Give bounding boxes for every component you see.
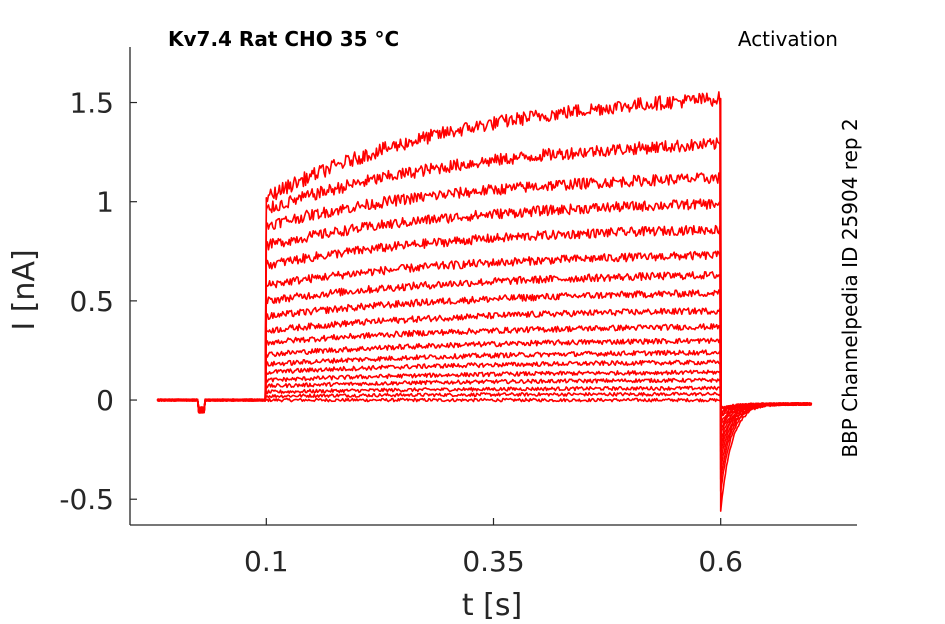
protocol-label: Activation (738, 27, 838, 51)
label-group: Kv7.4 Rat CHO 35 °C Activation BBP Chann… (7, 27, 862, 623)
y-tick-label: 0.5 (69, 285, 114, 318)
current-trace-18 (156, 91, 813, 512)
source-label: BBP Channelpedia ID 25904 rep 2 (838, 118, 862, 457)
current-trace-13 (157, 250, 812, 453)
x-tick-label: 0.6 (698, 545, 743, 578)
y-tick-label: 0 (96, 384, 114, 417)
trace-group (156, 91, 813, 512)
x-tick-label: 0.35 (462, 545, 524, 578)
current-trace-4 (156, 377, 812, 415)
x-tick-label: 0.1 (244, 545, 289, 578)
y-tick-label: 1 (96, 186, 114, 219)
y-axis-label: I [nA] (7, 249, 42, 330)
y-tick-label: 1.5 (69, 87, 114, 120)
current-trace-1 (156, 397, 812, 410)
axes: -0.5 0 0.5 1 1.5 0.1 0.35 0.6 (59, 47, 857, 578)
y-tick-label: -0.5 (59, 483, 114, 516)
x-axis-label: t [s] (462, 588, 522, 623)
chart-title: Kv7.4 Rat CHO 35 °C (168, 27, 399, 51)
